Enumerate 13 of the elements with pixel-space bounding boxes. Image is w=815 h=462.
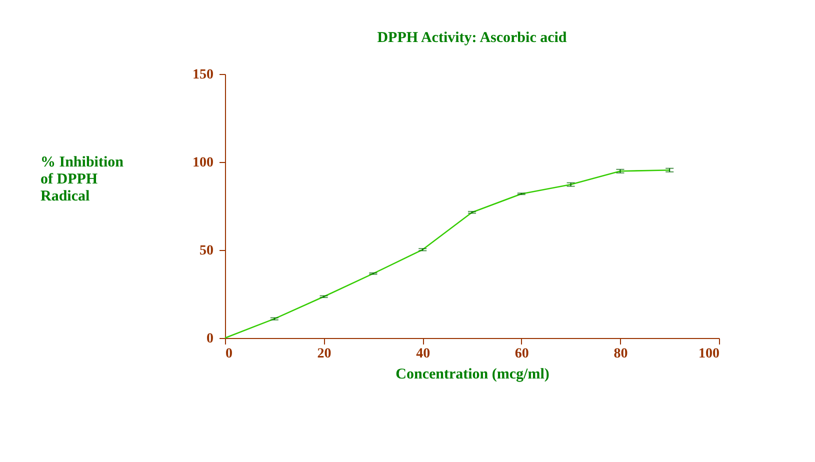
- x-tick-label: 100: [698, 346, 720, 362]
- x-tick-label: 0: [226, 346, 232, 362]
- y-axis-title: % Inhibition of DPPH Radical: [40, 154, 124, 204]
- x-tick-label: 60: [514, 346, 529, 362]
- x-tick-label: 20: [317, 346, 332, 362]
- x-tick-label: 40: [416, 346, 430, 362]
- x-axis-title: Concentration (mcg/ml): [396, 366, 550, 382]
- y-tick-label: 100: [192, 156, 214, 170]
- chart-title: DPPH Activity: Ascorbic acid: [377, 30, 568, 46]
- x-tick-label: 80: [614, 346, 628, 362]
- y-tick-label: 0: [206, 332, 214, 346]
- y-tick-label: 50: [200, 244, 214, 258]
- y-tick-label: 150: [192, 68, 214, 82]
